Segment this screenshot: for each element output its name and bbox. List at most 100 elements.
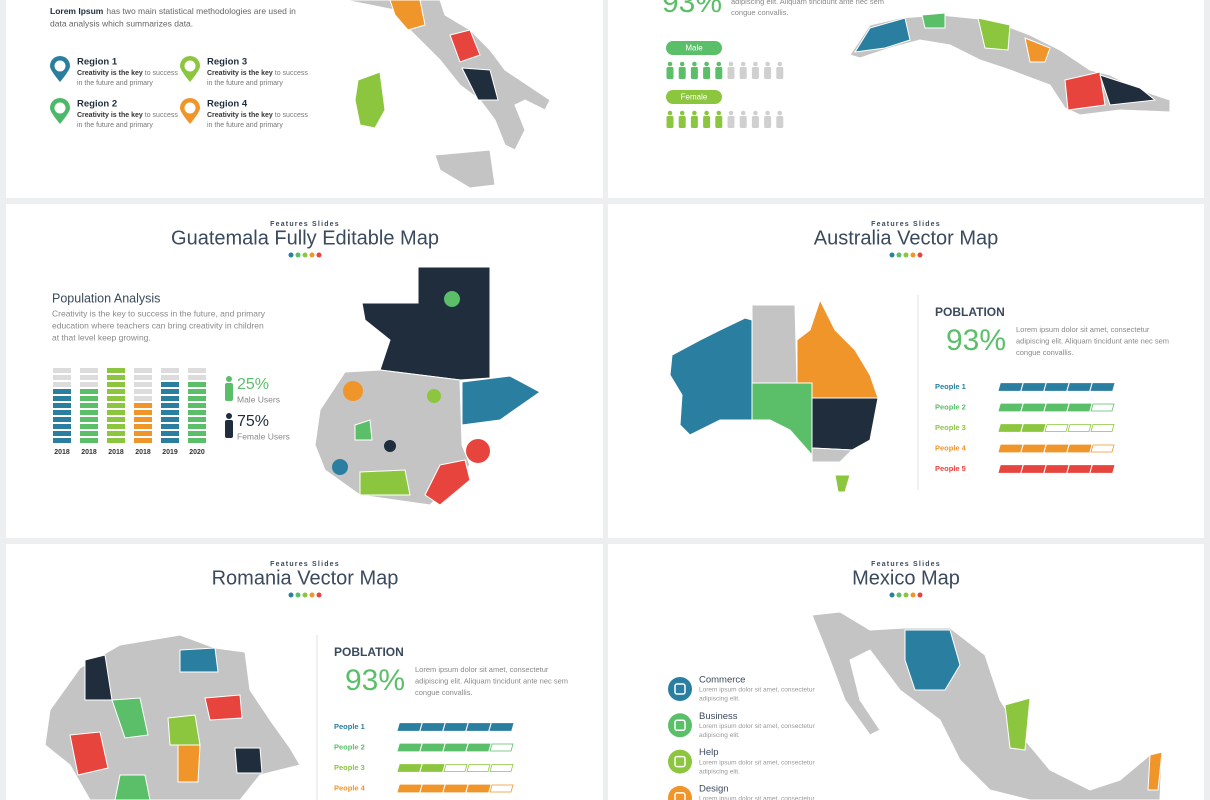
pin-hole — [54, 102, 66, 114]
stacked-bar — [161, 368, 179, 443]
progress-segment — [998, 424, 1023, 432]
bar-segment — [80, 382, 98, 387]
item-icon — [668, 713, 692, 738]
body-text: congue convallis. — [415, 688, 473, 697]
item-label: Business — [699, 711, 738, 722]
bar-segment — [80, 410, 98, 415]
bar-segment — [161, 382, 179, 387]
stacked-bar — [53, 368, 71, 443]
progress-segment — [1021, 403, 1046, 412]
bar-segment — [161, 424, 179, 429]
bar-segment — [107, 431, 125, 436]
item-glyph — [674, 792, 686, 800]
progress-bar — [397, 743, 514, 752]
body-text: Lorem ipsum dolor sit amet, consectetur — [1016, 325, 1150, 334]
bar-segment — [107, 389, 125, 394]
body-text: adipiscing elit. Aliquam tincidunt ante … — [731, 0, 884, 6]
person-head — [679, 110, 685, 116]
stacked-bar — [107, 368, 125, 443]
person-body — [727, 67, 735, 79]
bar-segment — [80, 389, 98, 394]
kicker: Features Slides — [871, 221, 941, 228]
progress-segment — [397, 784, 422, 793]
body-text: adipiscing elit. — [699, 732, 740, 739]
body-text: at that level keep growing. — [52, 332, 151, 342]
bar-segment — [134, 382, 152, 387]
slide-title: Australia Vector Map — [814, 227, 999, 249]
item-icon — [668, 749, 692, 774]
kicker: Features Slides — [270, 561, 340, 568]
bar-segment — [161, 375, 179, 380]
title-dot — [316, 592, 322, 598]
progress-segment — [1067, 465, 1092, 473]
stat-label: Male Users — [237, 394, 280, 404]
person-head — [740, 61, 746, 67]
bar-label: 2018 — [108, 449, 124, 456]
stat-value: 75% — [237, 413, 269, 430]
progress-bar — [397, 784, 514, 793]
people-icons — [666, 61, 784, 79]
item-label: Help — [699, 747, 719, 758]
title-dot — [288, 592, 294, 598]
person-head — [777, 110, 783, 116]
progress-segment — [420, 784, 445, 793]
region-name: Region 1 — [77, 57, 118, 68]
intro-bold: Lorem Ipsum — [50, 6, 104, 16]
bar-segment — [53, 368, 71, 373]
person-body — [764, 67, 772, 79]
bar-segment — [53, 375, 71, 380]
mexico-map — [811, 611, 1163, 800]
person-body — [739, 67, 747, 79]
stacked-bar — [188, 368, 206, 443]
bar-segment — [107, 382, 125, 387]
region-name: Region 3 — [207, 57, 247, 68]
bar-segment — [80, 403, 98, 408]
bar-segment — [161, 403, 179, 408]
person-head — [765, 61, 770, 67]
bar-segment — [134, 417, 152, 422]
progress-segment — [443, 723, 468, 731]
bar-label: 2018 — [135, 449, 151, 456]
person-body — [751, 67, 759, 79]
people-label: People 5 — [935, 464, 966, 473]
person-head — [679, 61, 685, 67]
region-rest: to success — [145, 70, 179, 77]
intro-text: data analysis which summarizes data. — [50, 18, 193, 28]
item-icon — [668, 677, 692, 701]
progress-bar — [998, 403, 1115, 412]
bar-segment — [134, 389, 152, 394]
progress-segment — [1021, 465, 1046, 473]
title-dot — [910, 592, 916, 598]
bar-segment — [134, 368, 152, 373]
bar-label: 2019 — [162, 449, 178, 456]
bar-segment — [53, 389, 71, 394]
slide-title: Romania Vector Map — [212, 567, 399, 589]
slide-panel — [6, 204, 603, 538]
big-percent: 93% — [662, 0, 722, 19]
person-head — [704, 61, 709, 67]
people-label: People 1 — [334, 722, 365, 731]
people-label: People 1 — [935, 382, 966, 391]
progress-segment — [1044, 383, 1069, 391]
person-head — [777, 61, 783, 67]
title-dot — [316, 252, 322, 258]
region-text: in the future and primary — [207, 122, 283, 129]
cuba-map — [849, 12, 1171, 116]
bar-segment — [188, 438, 206, 443]
title-dot — [309, 252, 315, 258]
bar-segment — [161, 368, 179, 373]
title-dot — [295, 592, 301, 598]
progress-segment — [489, 764, 514, 772]
big-percent: 93% — [946, 324, 1006, 357]
body-text: Lorem ipsum dolor sit amet, consectetur — [699, 723, 815, 730]
body-text: adipiscing elit. — [699, 696, 740, 703]
bar-segment — [80, 417, 98, 422]
bar-segment — [188, 410, 206, 415]
person-head — [667, 110, 673, 116]
person-body — [703, 67, 711, 79]
bar-segment — [188, 403, 206, 408]
progress-segment — [1044, 444, 1069, 453]
title-dot — [302, 592, 308, 598]
bar-label: 2018 — [81, 449, 97, 456]
person-body — [715, 116, 723, 128]
